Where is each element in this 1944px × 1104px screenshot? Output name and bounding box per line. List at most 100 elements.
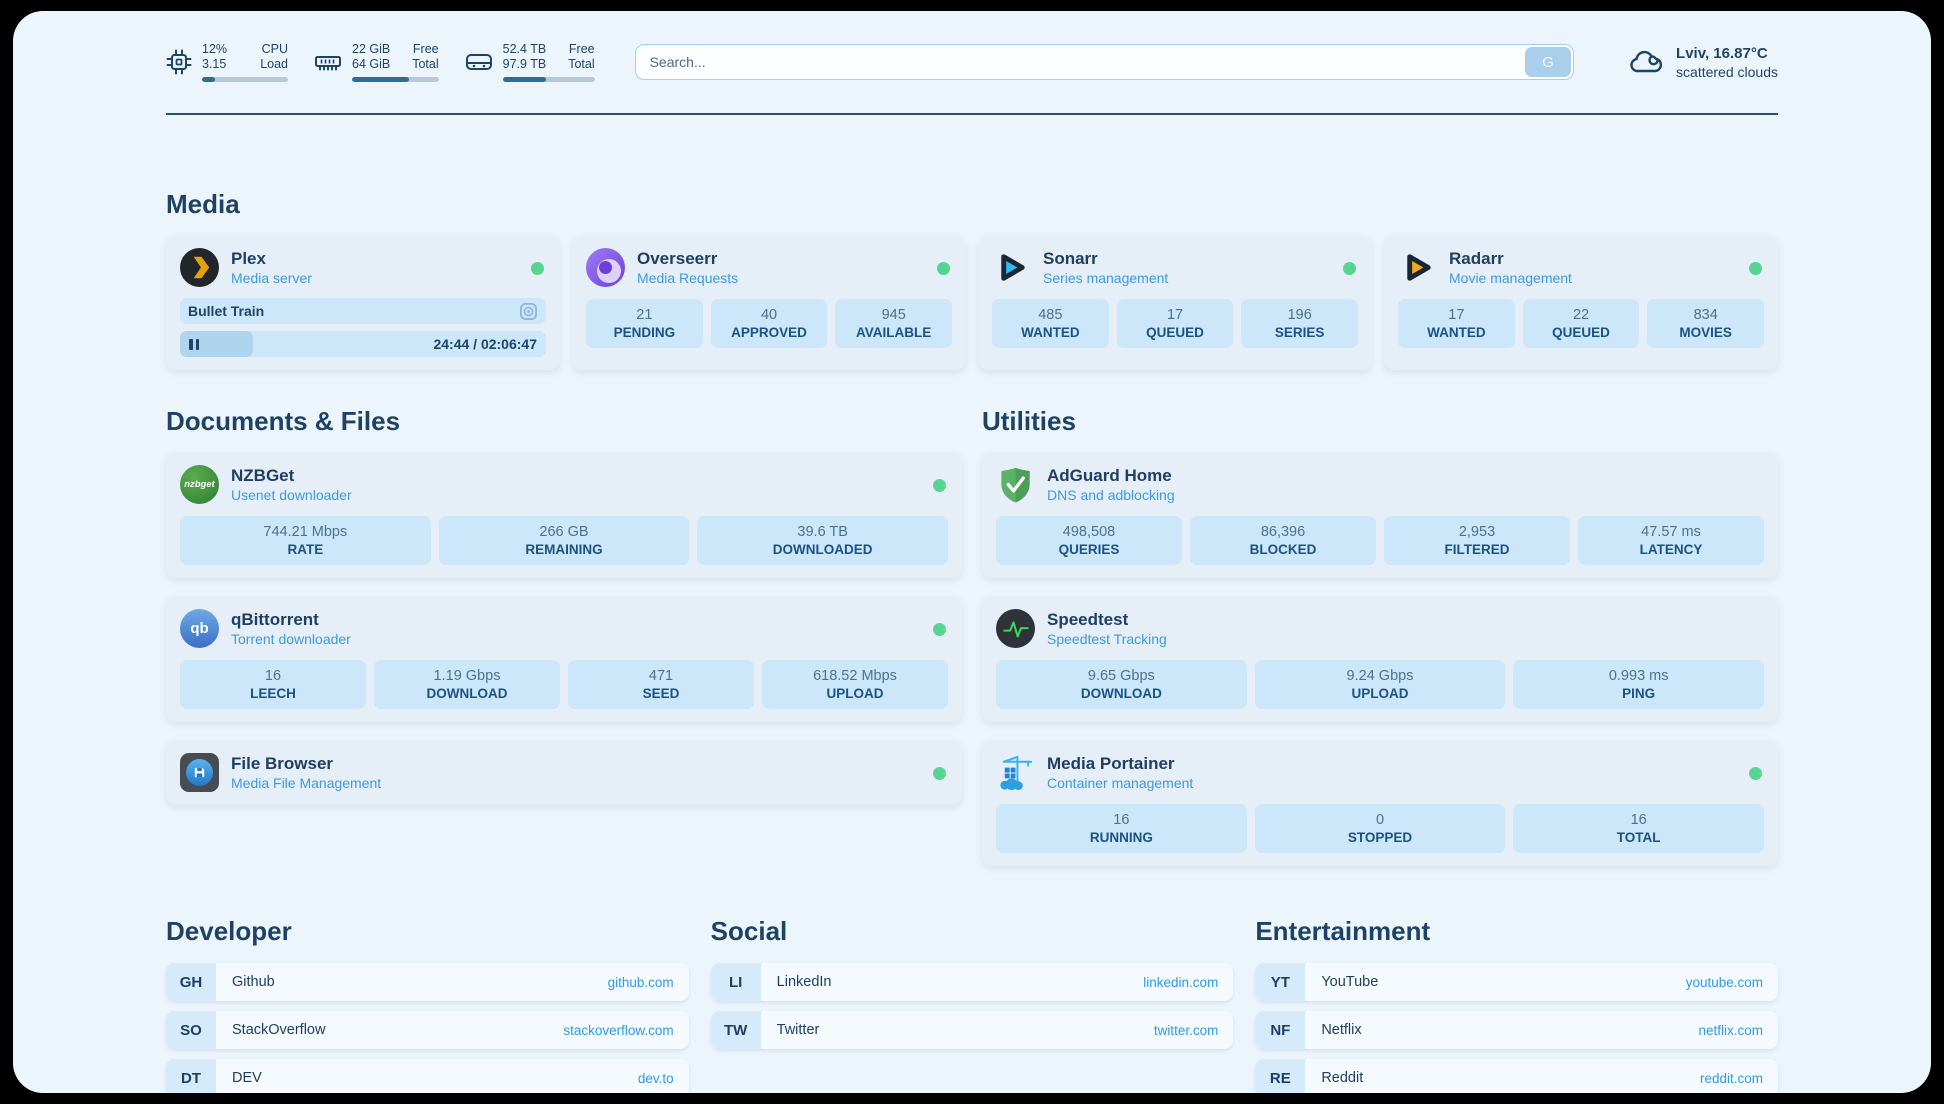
stat-box: 834 MOVIES xyxy=(1647,299,1765,348)
stat-box: 618.52 Mbps UPLOAD xyxy=(762,660,948,709)
stat-value: 618.52 Mbps xyxy=(813,668,897,684)
stat-value: 945 xyxy=(881,307,906,323)
link-row-stackoverflow[interactable]: SO StackOverflow stackoverflow.com xyxy=(166,1011,689,1049)
utilities-column: Utilities xyxy=(982,406,1778,866)
link-row-reddit[interactable]: RE Reddit reddit.com xyxy=(1255,1059,1778,1093)
sonarr-icon xyxy=(992,248,1031,287)
link-name: Twitter xyxy=(776,1022,820,1038)
app-subtitle: Media server xyxy=(231,270,312,286)
disk-total-value: 97.9 TB xyxy=(502,57,547,71)
disk-progress-bar xyxy=(502,77,595,82)
cpu-progress-bar xyxy=(202,77,288,82)
app-subtitle: Series management xyxy=(1043,270,1169,286)
stat-box: 39.6 TB DOWNLOADED xyxy=(697,516,949,565)
stat-label: SERIES xyxy=(1274,325,1325,340)
app-card-speedtest[interactable]: Speedtest Speedtest Tracking 9.65 Gbps D… xyxy=(982,596,1778,722)
app-card-portainer[interactable]: Media Portainer Container management 16 … xyxy=(982,740,1778,866)
search-input[interactable] xyxy=(634,44,1575,80)
link-name: YouTube xyxy=(1321,974,1379,990)
ram-icon xyxy=(315,56,341,71)
playback-time: 24:44 / 02:06:47 xyxy=(433,336,537,352)
app-name: NZBGet xyxy=(231,466,295,485)
section-heading-documents: Documents & Files xyxy=(166,406,401,436)
cpu-load-value: 3.15 xyxy=(202,57,227,71)
portainer-icon xyxy=(996,753,1035,792)
link-row-github[interactable]: GH Github github.com xyxy=(166,963,689,1001)
nzbget-icon: nzbget xyxy=(180,465,219,504)
link-name: DEV xyxy=(232,1070,262,1086)
documents-column: Documents & Files nzbget NZBGet Usenet d… xyxy=(166,406,962,866)
weather-location: Lviv, 16.87°C xyxy=(1676,44,1768,62)
stat-label: SEED xyxy=(642,686,680,701)
section-heading-social: Social xyxy=(710,916,788,946)
app-subtitle: Speedtest Tracking xyxy=(1047,631,1167,647)
search-engine-button[interactable]: G xyxy=(1525,47,1572,77)
link-badge: YT xyxy=(1255,963,1306,1001)
disk-label-1: Free xyxy=(568,42,595,56)
link-row-linkedin[interactable]: LI LinkedIn linkedin.com xyxy=(710,963,1234,1001)
app-card-adguard[interactable]: AdGuard Home DNS and adblocking 498,508 … xyxy=(982,452,1778,578)
cpu-label-2: Load xyxy=(260,57,288,71)
link-url[interactable]: reddit.com xyxy=(1699,1070,1763,1086)
link-badge: NF xyxy=(1255,1011,1306,1049)
stat-value: 498,508 xyxy=(1062,524,1116,540)
playback-progress-bar[interactable]: 24:44 / 02:06:47 xyxy=(180,331,546,357)
link-row-dev[interactable]: DT DEV dev.to xyxy=(166,1059,689,1093)
app-card-sonarr[interactable]: Sonarr Series management 485 WANTED 17 Q… xyxy=(978,235,1372,370)
link-name: Reddit xyxy=(1321,1070,1364,1086)
link-row-twitter[interactable]: TW Twitter twitter.com xyxy=(710,1011,1234,1049)
link-badge: LI xyxy=(710,963,761,1001)
stat-value: 9.65 Gbps xyxy=(1087,668,1155,684)
stat-label: FILTERED xyxy=(1444,542,1510,557)
media-card-row: Plex Media server Bullet Train xyxy=(166,235,1778,370)
stat-value: 1.19 Gbps xyxy=(433,668,501,684)
stat-value: 16 xyxy=(1113,812,1130,828)
stat-label: DOWNLOAD xyxy=(426,686,508,701)
stat-box: 1.19 Gbps DOWNLOAD xyxy=(374,660,560,709)
link-row-youtube[interactable]: YT YouTube youtube.com xyxy=(1255,963,1778,1001)
stat-label: DOWNLOAD xyxy=(1080,686,1162,701)
stat-box: 0 STOPPED xyxy=(1254,804,1506,853)
app-card-overseerr[interactable]: Overseerr Media Requests 21 PENDING 40 A… xyxy=(572,235,966,370)
link-url[interactable]: twitter.com xyxy=(1153,1022,1219,1038)
app-subtitle: Torrent downloader xyxy=(231,631,351,647)
stat-box: 40 APPROVED xyxy=(710,299,828,348)
stat-value: 47.57 ms xyxy=(1641,524,1701,540)
status-dot xyxy=(531,261,544,275)
link-url[interactable]: linkedin.com xyxy=(1143,974,1219,990)
stat-label: LATENCY xyxy=(1639,542,1703,557)
stat-box: 0.993 ms PING xyxy=(1513,660,1765,709)
link-url[interactable]: netflix.com xyxy=(1698,1022,1763,1038)
section-heading-entertainment: Entertainment xyxy=(1255,916,1431,946)
top-bar: 12% 3.15 CPU Load xyxy=(166,37,1778,87)
app-name: Overseerr xyxy=(637,249,718,268)
app-card-plex[interactable]: Plex Media server Bullet Train xyxy=(166,235,560,370)
link-url[interactable]: stackoverflow.com xyxy=(563,1022,674,1038)
link-url[interactable]: youtube.com xyxy=(1685,974,1763,990)
app-card-qbittorrent[interactable]: qb qBittorrent Torrent downloader 16 LEE… xyxy=(166,596,962,722)
stat-box: 16 LEECH xyxy=(180,660,366,709)
app-card-filebrowser[interactable]: File Browser Media File Management xyxy=(166,740,962,805)
link-url[interactable]: github.com xyxy=(607,974,674,990)
stat-box: 86,396 BLOCKED xyxy=(1190,516,1376,565)
link-url[interactable]: dev.to xyxy=(637,1070,674,1086)
disk-progress-fill xyxy=(502,77,546,82)
stat-value: 266 GB xyxy=(539,524,589,540)
link-badge: GH xyxy=(166,963,216,1001)
filebrowser-icon xyxy=(180,753,219,792)
stat-value: 21 xyxy=(636,307,653,323)
app-name: Media Portainer xyxy=(1047,754,1175,773)
link-row-netflix[interactable]: NF Netflix netflix.com xyxy=(1255,1011,1778,1049)
stat-value: 17 xyxy=(1166,307,1184,323)
plex-icon xyxy=(180,248,219,287)
stat-box: 17 WANTED xyxy=(1398,299,1515,348)
stat-label: TOTAL xyxy=(1616,830,1661,845)
pause-button[interactable] xyxy=(189,338,199,350)
status-dot xyxy=(937,261,950,275)
app-card-radarr[interactable]: Radarr Movie management 17 WANTED 22 QUE… xyxy=(1384,235,1778,370)
stat-label: REMAINING xyxy=(525,542,603,557)
disk-widget: 52.4 TB 97.9 TB Free Total xyxy=(465,42,595,82)
cloud-icon xyxy=(1630,50,1663,73)
app-card-nzbget[interactable]: nzbget NZBGet Usenet downloader 744.21 M… xyxy=(166,452,962,578)
status-dot xyxy=(1749,261,1762,275)
